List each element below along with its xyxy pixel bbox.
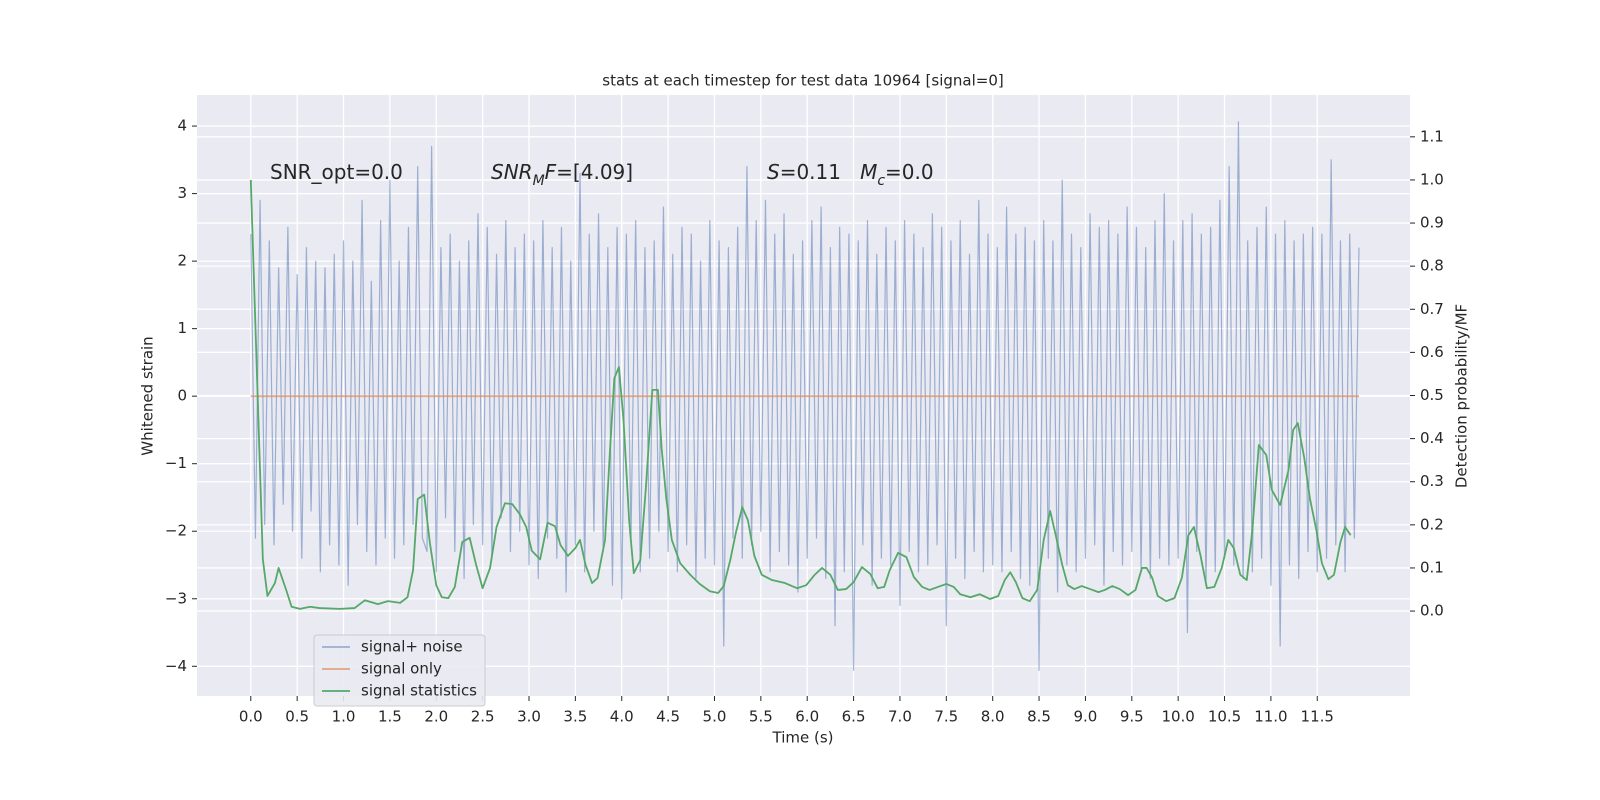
y2-tick-label: 1.1 — [1420, 127, 1444, 145]
x-tick-label: 4.5 — [656, 708, 680, 726]
y-tick-label: 3 — [177, 184, 187, 202]
y2-tick-label: 0.8 — [1420, 257, 1444, 275]
x-tick-label: 9.5 — [1120, 708, 1144, 726]
y-tick-label: 4 — [177, 117, 187, 135]
y-tick-label: 0 — [177, 387, 187, 405]
x-tick-label: 0.0 — [239, 708, 263, 726]
y2-tick-label: 0.9 — [1420, 214, 1444, 232]
y2-tick-label: 1.0 — [1420, 170, 1444, 188]
x-tick-label: 2.5 — [471, 708, 495, 726]
annotation: S=0.11 Mc=0.0 — [767, 160, 934, 190]
x-tick-label: 3.0 — [517, 708, 541, 726]
annotation-part: F — [545, 160, 557, 184]
annotation-part: c — [877, 173, 885, 189]
y2-tick-label: 0.7 — [1420, 300, 1444, 318]
annotation-part: M — [860, 160, 877, 184]
x-tick-label: 5.5 — [749, 708, 773, 726]
y-tick-label: 2 — [177, 252, 187, 270]
annotation: SNRMF=[4.09] — [491, 160, 633, 190]
x-tick-label: 8.0 — [981, 708, 1005, 726]
legend-box — [313, 634, 486, 707]
x-tick-label: 2.0 — [424, 708, 448, 726]
y2-tick-label: 0.0 — [1420, 602, 1444, 620]
annotation-part: S — [767, 160, 780, 184]
y2-tick-label: 0.6 — [1420, 343, 1444, 361]
x-tick-label: 6.5 — [842, 708, 866, 726]
legend-label: signal+ noise — [361, 638, 463, 656]
x-tick-label: 10.5 — [1208, 708, 1241, 726]
series-line — [250, 121, 1360, 671]
x-tick-label: 1.5 — [378, 708, 402, 726]
annotation-part: M — [533, 173, 545, 189]
y2-tick-label: 0.5 — [1420, 386, 1444, 404]
y-tick-label: −1 — [165, 454, 187, 472]
x-tick-label: 10.0 — [1161, 708, 1194, 726]
annotation-part: =0.11 — [780, 160, 860, 184]
y2-tick-label: 0.4 — [1420, 429, 1444, 447]
y2-tick-label: 0.1 — [1420, 558, 1444, 576]
x-tick-label: 7.5 — [934, 708, 958, 726]
x-tick-label: 11.0 — [1254, 708, 1287, 726]
series-line — [249, 179, 1352, 610]
y2-axis-label: Detection probability/MF — [1453, 304, 1471, 488]
y2-tick-label: 0.3 — [1420, 472, 1444, 490]
legend-label: signal statistics — [361, 682, 477, 700]
x-tick-label: 4.0 — [610, 708, 634, 726]
legend-label: signal only — [361, 660, 442, 678]
x-tick-label: 6.0 — [795, 708, 819, 726]
x-tick-label: 9.0 — [1073, 708, 1097, 726]
x-tick-label: 1.0 — [332, 708, 356, 726]
y-tick-label: −3 — [165, 589, 187, 607]
y2-tick-label: 0.2 — [1420, 515, 1444, 533]
annotation-part: SNR — [491, 160, 533, 184]
annotation: SNR_opt=0.0 — [270, 160, 403, 184]
chart-title: stats at each timestep for test data 109… — [602, 72, 1003, 90]
y-tick-label: 1 — [177, 319, 187, 337]
annotation-part: =[4.09] — [556, 160, 633, 184]
x-tick-label: 3.5 — [563, 708, 587, 726]
x-tick-label: 7.0 — [888, 708, 912, 726]
annotation-part: =0.0 — [885, 160, 934, 184]
annotation-part: SNR_opt=0.0 — [270, 160, 403, 184]
y-tick-label: −4 — [165, 657, 187, 675]
x-tick-label: 5.0 — [703, 708, 727, 726]
x-tick-label: 8.5 — [1027, 708, 1051, 726]
x-tick-label: 11.5 — [1301, 708, 1334, 726]
y-tick-label: −2 — [165, 522, 187, 540]
y-axis-label: Whitened strain — [139, 336, 157, 455]
x-tick-label: 0.5 — [285, 708, 309, 726]
x-axis-label: Time (s) — [772, 729, 834, 747]
